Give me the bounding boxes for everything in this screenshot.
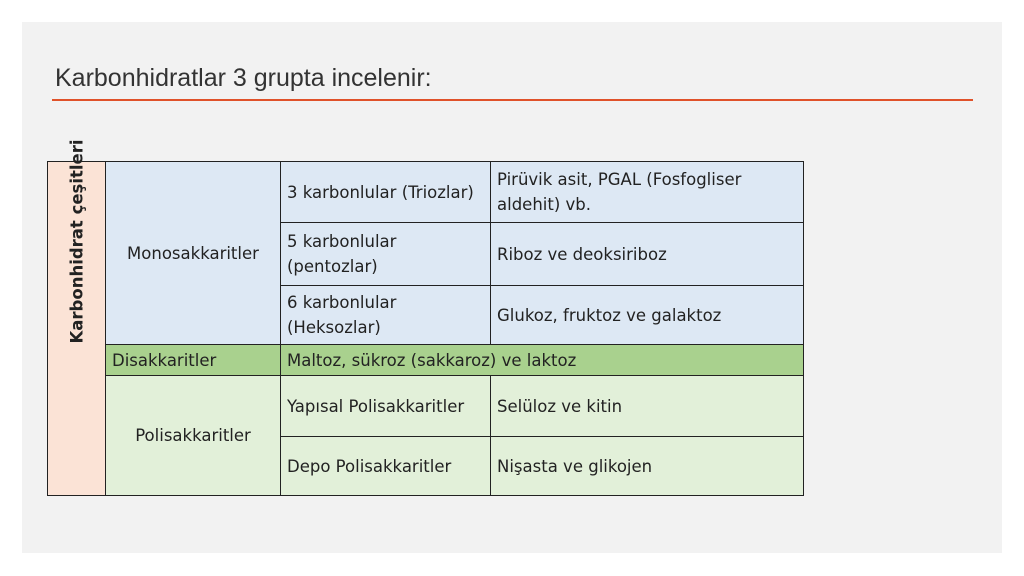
mono-label: Monosakkaritler [105, 161, 281, 345]
carbohydrate-table: Karbonhidrat çeşitleri Monosakkaritler 3… [47, 139, 804, 496]
examples-cell: Selüloz ve kitin [490, 375, 804, 437]
type-cell: 3 karbonlular (Triozlar) [280, 161, 491, 223]
side-label: Karbonhidrat çeşitleri [67, 139, 86, 344]
di-label: Disakkaritler [105, 344, 281, 376]
examples-cell: Riboz ve deoksiriboz [490, 222, 804, 286]
title-underline [52, 99, 973, 101]
di-examples: Maltoz, sükroz (sakkaroz) ve laktoz [280, 344, 804, 376]
type-cell: 5 karbonlular (pentozlar) [280, 222, 491, 286]
examples-cell: Pirüvik asit, PGAL (Fosfogliser aldehit)… [490, 161, 804, 223]
type-cell: Yapısal Polisakkaritler [280, 375, 491, 437]
examples-cell: Glukoz, fruktoz ve galaktoz [490, 285, 804, 345]
slide-title: Karbonhidratlar 3 grupta incelenir: [55, 64, 432, 92]
type-cell: 6 karbonlular (Heksozlar) [280, 285, 491, 345]
poli-label: Polisakkaritler [105, 375, 281, 496]
type-cell: Depo Polisakkaritler [280, 436, 491, 496]
examples-cell: Nişasta ve glikojen [490, 436, 804, 496]
side-label-cell: Karbonhidrat çeşitleri [47, 139, 106, 496]
